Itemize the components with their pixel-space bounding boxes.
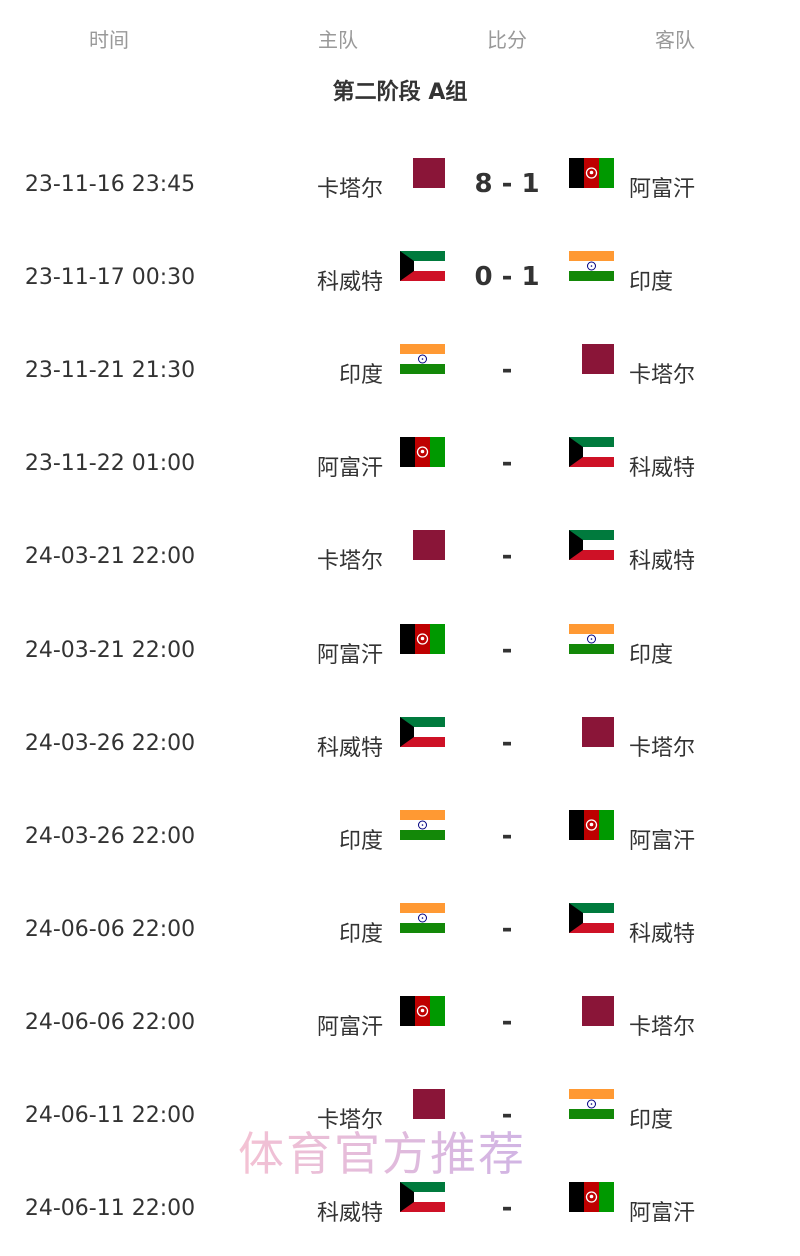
home-team: 卡塔尔 — [316, 177, 383, 202]
kuwait-flag-icon — [400, 251, 445, 282]
match-row[interactable]: 23-11-16 23:45 卡塔尔 8 - 1 阿富汗 — [0, 139, 800, 232]
away-team: 阿富汗 — [629, 177, 696, 202]
qatar-flag-icon — [569, 995, 614, 1026]
home-team: 印度 — [338, 828, 383, 854]
header-time: 时间 — [89, 28, 129, 52]
match-time: 24-06-06 22:00 — [24, 1009, 196, 1035]
match-time: 23-11-16 23:45 — [24, 172, 196, 197]
match-score: 0 - 1 — [474, 262, 540, 293]
home-team: 科威特 — [316, 735, 383, 761]
match-time: 23-11-21 21:30 — [24, 358, 196, 384]
away-team: 印度 — [629, 270, 674, 296]
away-team: 科威特 — [629, 456, 696, 482]
home-team: 科威特 — [316, 1201, 383, 1227]
match-time: 23-11-17 00:30 — [24, 265, 196, 291]
match-row[interactable]: 24-03-26 22:00 印度 - 阿富汗 — [0, 791, 800, 884]
qatar-flag-icon — [400, 1089, 445, 1119]
away-team: 科威特 — [629, 549, 696, 575]
qatar-flag-icon — [569, 344, 614, 375]
match-row[interactable]: 23-11-22 01:00 阿富汗 - 科威特 — [0, 418, 800, 511]
match-score: - — [501, 541, 513, 572]
home-team: 阿富汗 — [316, 1014, 383, 1040]
qatar-flag-icon — [569, 716, 614, 747]
match-row[interactable]: 24-06-11 22:00 科威特 - 阿富汗 — [0, 1163, 800, 1256]
india-flag-icon — [569, 623, 614, 654]
away-team: 卡塔尔 — [629, 735, 696, 761]
match-row[interactable]: 24-06-06 22:00 印度 - 科威特 — [0, 884, 800, 977]
afghanistan-flag-icon — [400, 995, 445, 1026]
afghanistan-flag-icon — [569, 1182, 614, 1213]
home-team: 阿富汗 — [316, 456, 383, 482]
match-score: - — [501, 355, 513, 386]
qatar-flag-icon — [400, 530, 445, 561]
match-time: 24-06-06 22:00 — [24, 916, 196, 942]
home-team: 印度 — [338, 363, 383, 389]
india-flag-icon — [400, 344, 445, 375]
india-flag-icon — [400, 902, 445, 933]
match-score: - — [501, 1006, 513, 1037]
match-row[interactable]: 23-11-17 00:30 科威特 0 - 1 印度 — [0, 232, 800, 325]
home-team: 科威特 — [316, 270, 383, 296]
match-row[interactable]: 24-03-21 22:00 卡塔尔 - 科威特 — [0, 511, 800, 604]
india-flag-icon — [569, 251, 614, 282]
match-row[interactable]: 24-03-21 22:00 阿富汗 - 印度 — [0, 605, 800, 698]
match-score: - — [501, 820, 513, 851]
home-team: 卡塔尔 — [316, 549, 383, 575]
match-time: 24-03-21 22:00 — [24, 544, 196, 570]
kuwait-flag-icon — [400, 716, 445, 747]
qatar-flag-icon — [400, 158, 445, 188]
afghanistan-flag-icon — [400, 437, 445, 468]
home-team: 印度 — [338, 921, 383, 947]
group-title: 第二阶段 A组 — [332, 80, 468, 105]
india-flag-icon — [569, 1089, 614, 1119]
match-score: - — [501, 448, 513, 479]
match-time: 24-03-26 22:00 — [24, 730, 196, 756]
match-time: 24-06-11 22:00 — [24, 1103, 196, 1128]
afghanistan-flag-icon — [569, 809, 614, 840]
away-team: 印度 — [629, 1108, 674, 1133]
away-team: 卡塔尔 — [629, 363, 696, 389]
kuwait-flag-icon — [569, 530, 614, 561]
match-score: - — [501, 634, 513, 665]
kuwait-flag-icon — [400, 1182, 445, 1213]
match-row[interactable]: 24-06-06 22:00 阿富汗 - 卡塔尔 — [0, 977, 800, 1070]
match-time: 24-03-26 22:00 — [24, 823, 196, 849]
home-team: 卡塔尔 — [316, 1108, 383, 1133]
match-score: - — [501, 1193, 513, 1224]
match-row[interactable]: 24-03-26 22:00 科威特 - 卡塔尔 — [0, 698, 800, 791]
kuwait-flag-icon — [569, 902, 614, 933]
match-score: - — [501, 913, 513, 944]
away-team: 印度 — [629, 642, 674, 668]
home-team: 阿富汗 — [316, 642, 383, 668]
afghanistan-flag-icon — [569, 158, 614, 188]
away-team: 阿富汗 — [629, 1201, 696, 1227]
india-flag-icon — [400, 809, 445, 840]
match-score: - — [501, 727, 513, 758]
match-score: - — [501, 1100, 513, 1130]
match-time: 23-11-22 01:00 — [24, 451, 196, 477]
away-team: 阿富汗 — [629, 828, 696, 854]
away-team: 科威特 — [629, 921, 696, 947]
header-score: 比分 — [487, 28, 527, 52]
match-time: 24-06-11 22:00 — [24, 1196, 196, 1222]
header-home: 主队 — [318, 28, 358, 52]
away-team: 卡塔尔 — [629, 1014, 696, 1040]
match-row[interactable]: 24-06-11 22:00 卡塔尔 - 印度 — [0, 1070, 800, 1163]
afghanistan-flag-icon — [400, 623, 445, 654]
match-score: 8 - 1 — [474, 169, 540, 199]
match-row[interactable]: 23-11-21 21:30 印度 - 卡塔尔 — [0, 325, 800, 418]
header-away: 客队 — [655, 28, 695, 52]
match-time: 24-03-21 22:00 — [24, 637, 196, 663]
kuwait-flag-icon — [569, 437, 614, 468]
